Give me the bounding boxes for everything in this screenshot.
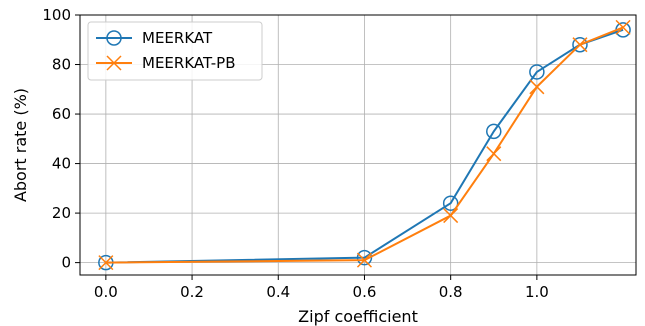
x-tick-label: 0.2 [180,283,204,301]
legend-marker [106,55,122,71]
marker-stroke [615,19,631,35]
y-tick-label: 60 [52,105,71,123]
x-axis-label: Zipf coefficient [298,307,418,326]
plot-frame [79,14,637,276]
x-tick-label: 0.4 [266,283,290,301]
series-meerkat-pb-point [98,255,114,271]
series-meerkat-point [486,123,502,140]
x-tick-label: 1.0 [525,283,549,301]
y-axis-label: Abort rate (%) [11,88,30,202]
x-tick-label: 0.0 [94,283,118,301]
y-tick-label: 0 [61,254,71,272]
y-tick-label: 40 [52,155,71,173]
marker-stroke [572,37,588,53]
marker-stroke [529,79,545,95]
series-meerkat-point [529,64,545,80]
legend-label: MEERKAT-PB [142,54,236,72]
legend-label: MEERKAT [142,29,213,47]
y-tick-label: 80 [52,56,71,74]
marker-stroke [356,252,372,268]
legend: MEERKAT MEERKAT-PB [87,21,263,81]
legend-item-meerkat-pb: MEERKAT-PB [96,54,236,72]
series-meerkat-pb-point [615,19,631,35]
series-layer [98,19,631,271]
marker-stroke [443,208,459,224]
series-meerkat-pb-point [486,146,502,162]
x-tick-label: 0.8 [439,283,463,301]
legend-item-meerkat: MEERKAT [96,29,213,47]
marker-stroke [486,146,502,162]
legend-marker [106,30,122,46]
y-tick-label: 20 [52,204,71,222]
legend-frame [87,21,263,81]
y-tick-label: 100 [42,6,71,24]
series-meerkat-point [442,195,459,211]
series-meerkat-pb-point [443,208,459,224]
marker-stroke [98,255,114,271]
x-axis: 0.0 0.2 0.4 0.6 0.8 1.0 [94,275,549,301]
series-meerkat-point [572,36,588,53]
series-meerkat-pb-point [356,252,372,268]
series-meerkat-pb [98,19,631,271]
x-tick-label: 0.6 [353,283,377,301]
series-meerkat-point [356,249,373,266]
y-axis: 0 20 40 60 80 100 [42,6,80,272]
series-meerkat-pb-point [572,37,588,53]
series-meerkat-pb-point [529,79,545,95]
marker-stroke [106,55,122,71]
